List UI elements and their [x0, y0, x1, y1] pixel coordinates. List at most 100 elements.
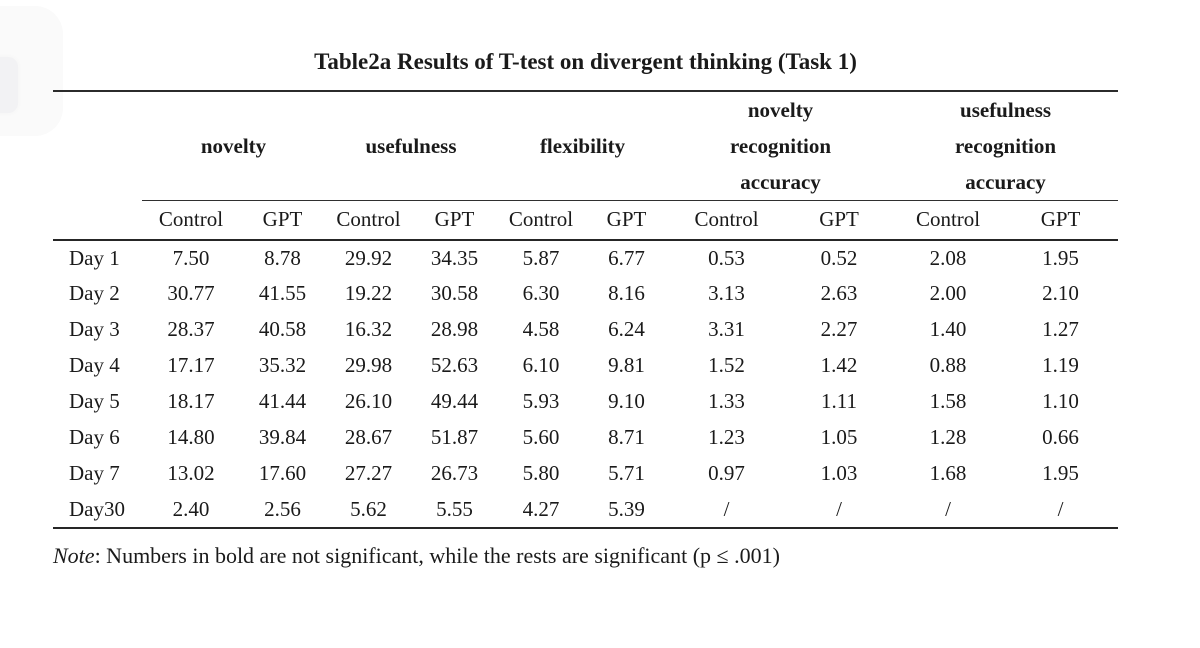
group-header-usefulness-recognition-accuracy: usefulness recognition accuracy [893, 90, 1119, 201]
data-cell: 28.67 [344, 425, 393, 449]
data-cell: 40.58 [258, 317, 307, 341]
data-cell: 16.32 [344, 317, 393, 341]
data-cell: 1.68 [929, 461, 967, 485]
subheader-gpt: GPT [1003, 200, 1119, 241]
data-cell: 5.80 [522, 461, 560, 485]
data-cell: 5.55 [412, 491, 498, 529]
subheader-gpt: GPT [585, 200, 669, 241]
group-header-novelty: novelty [142, 90, 326, 201]
data-cell: 3.31 [708, 317, 745, 341]
row-label: Day 6 [69, 425, 120, 449]
data-cell: 0.52 [820, 245, 858, 270]
data-cell: 1.58 [929, 389, 967, 413]
left-edge-artifact-inner [0, 57, 18, 113]
table-row: Day 6 14.80 39.84 28.67 51.87 5.60 8.71 … [53, 420, 1118, 456]
data-cell: 35.32 [258, 353, 307, 377]
data-cell: 1.28 [929, 425, 967, 449]
table-row: Day 4 17.17 35.32 29.98 52.63 6.10 9.81 … [53, 348, 1118, 384]
row-label: Day 2 [69, 281, 120, 305]
data-cell: 41.44 [258, 389, 307, 413]
data-cell: 2.00 [929, 281, 967, 305]
row-label: Day 5 [69, 389, 120, 413]
data-cell: 14.80 [167, 425, 215, 449]
data-cell: / [785, 491, 894, 529]
table-note: Note: Numbers in bold are not significan… [53, 541, 780, 571]
subheader-gpt: GPT [240, 200, 326, 241]
subheader-control: Control [497, 200, 586, 241]
data-cell: 1.10 [1042, 389, 1079, 413]
data-cell: 8.71 [608, 425, 645, 449]
data-cell: 0.53 [708, 245, 745, 270]
data-cell: 2.08 [929, 245, 967, 270]
group-header-usefulness: usefulness [325, 90, 498, 201]
data-cell: 4.58 [522, 317, 560, 341]
data-cell: 8.78 [264, 245, 301, 270]
data-cell: 39.84 [258, 425, 307, 449]
row-label: Day 4 [69, 353, 120, 377]
data-cell: 19.22 [344, 281, 393, 305]
data-cell: 1.05 [820, 425, 858, 449]
table-title: Table2a Results of T-test on divergent t… [314, 49, 857, 74]
data-cell: 41.55 [258, 281, 307, 305]
data-cell: 30.77 [167, 281, 215, 305]
data-cell: 1.42 [820, 353, 858, 377]
subheader-row: Control GPT Control GPT Control GPT Cont… [53, 200, 1119, 241]
data-cell: 2.56 [240, 491, 326, 529]
data-cell: 6.77 [608, 245, 645, 270]
data-cell: 5.93 [522, 389, 560, 413]
group-header-row: novelty usefulness flexibility novelty r… [53, 90, 1119, 201]
data-cell: 1.19 [1042, 353, 1079, 377]
data-cell: 1.95 [1042, 245, 1079, 270]
row-label: Day30 [53, 491, 142, 529]
table-row: Day 2 30.77 41.55 19.22 30.58 6.30 8.16 … [53, 276, 1118, 312]
data-cell: 1.33 [708, 389, 745, 413]
note-text: : Numbers in bold are not significant, w… [94, 543, 780, 568]
subheader-gpt: GPT [785, 200, 894, 241]
note-label: Note [53, 543, 95, 568]
data-cell: 0.66 [1042, 425, 1079, 449]
results-table: novelty usefulness flexibility novelty r… [53, 90, 1119, 529]
data-cell: 1.40 [929, 317, 967, 341]
data-cell: 17.17 [167, 353, 215, 377]
data-cell: 34.35 [430, 245, 479, 270]
data-cell: 52.63 [430, 353, 479, 377]
data-cell: 1.95 [1042, 461, 1079, 485]
data-cell: 9.10 [608, 389, 645, 413]
data-cell: / [893, 491, 1004, 529]
data-cell: 1.52 [708, 353, 745, 377]
data-cell: 3.13 [708, 281, 745, 305]
data-cell: 30.58 [430, 281, 479, 305]
data-cell: 1.03 [820, 461, 858, 485]
data-cell: 6.30 [522, 281, 560, 305]
data-cell: 29.92 [344, 245, 393, 270]
data-cell: 6.24 [608, 317, 645, 341]
data-cell: 8.16 [608, 281, 645, 305]
corner-cell [53, 90, 142, 201]
group-header-label: novelty recognition accuracy [729, 98, 832, 194]
data-cell: 18.17 [167, 389, 215, 413]
row-label: Day 1 [69, 245, 120, 270]
data-cell: 5.87 [522, 245, 560, 270]
data-cell: 28.37 [167, 317, 215, 341]
data-cell: / [1003, 491, 1119, 529]
table-row: Day 5 18.17 41.44 26.10 49.44 5.93 9.10 … [53, 384, 1118, 420]
data-cell: 1.11 [821, 389, 858, 413]
row-label: Day 3 [69, 317, 120, 341]
data-cell: / [668, 491, 786, 529]
data-cell: 2.10 [1042, 281, 1079, 305]
data-cell: 26.73 [430, 461, 479, 485]
table-row: Day30 2.40 2.56 5.62 5.55 4.27 5.39 / / … [53, 491, 1119, 529]
data-cell: 51.87 [430, 425, 479, 449]
data-cell: 5.39 [585, 491, 669, 529]
subheader-control: Control [142, 200, 240, 241]
table-row: Day 3 28.37 40.58 16.32 28.98 4.58 6.24 … [53, 312, 1118, 348]
data-cell: 0.88 [929, 353, 967, 377]
subheader-gpt: GPT [412, 200, 498, 241]
data-cell: 28.98 [430, 317, 479, 341]
data-cell: 6.10 [522, 353, 560, 377]
data-cell: 5.71 [608, 461, 645, 485]
corner-cell [53, 200, 142, 241]
table-row: Day 7 13.02 17.60 27.27 26.73 5.80 5.71 … [53, 456, 1118, 492]
data-cell: 27.27 [344, 461, 393, 485]
